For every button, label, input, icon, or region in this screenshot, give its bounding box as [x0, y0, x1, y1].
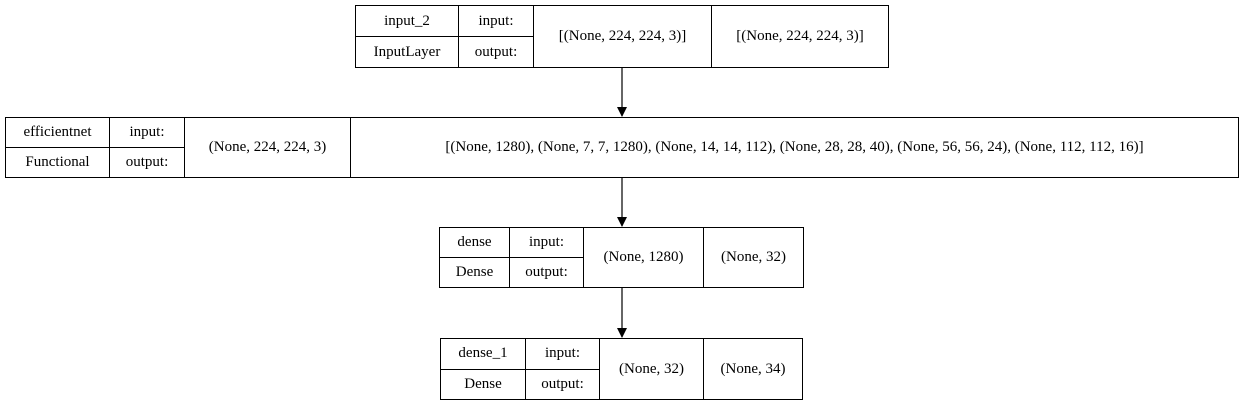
layer-node-dense-1: dense_1 Dense input: output: (None, 32) …: [440, 338, 803, 400]
input-shape: [(None, 224, 224, 3)]: [533, 6, 711, 67]
input-shape: (None, 1280): [583, 228, 703, 287]
input-label: input:: [129, 124, 165, 140]
layer-name: dense_1: [458, 345, 508, 362]
input-shape: (None, 32): [599, 339, 703, 399]
layer-name: efficientnet: [23, 124, 92, 140]
input-label: input:: [478, 12, 514, 29]
output-shape: [(None, 1280), (None, 7, 7, 1280), (None…: [350, 118, 1238, 177]
output-shape: (None, 34): [703, 339, 802, 399]
output-label: output:: [526, 368, 599, 400]
layer-type: Dense: [441, 368, 525, 400]
layer-name: input_2: [384, 12, 430, 29]
output-label: output:: [110, 147, 184, 177]
output-label: output:: [510, 257, 583, 287]
layer-type: Functional: [6, 147, 109, 177]
input-shape: (None, 224, 224, 3): [184, 118, 350, 177]
layer-node-dense: dense Dense input: output: (None, 1280) …: [439, 227, 804, 288]
input-label: input:: [528, 234, 564, 250]
input-label: input:: [544, 345, 580, 362]
layer-node-efficientnet: efficientnet Functional input: output: (…: [5, 117, 1239, 178]
layer-type: Dense: [440, 257, 509, 287]
output-label: output:: [459, 36, 533, 67]
output-shape: [(None, 224, 224, 3)]: [711, 6, 888, 67]
layer-name: dense: [457, 234, 492, 250]
output-shape: (None, 32): [703, 228, 803, 287]
layer-node-input-2: input_2 InputLayer input: output: [(None…: [355, 5, 889, 68]
layer-type: InputLayer: [356, 36, 458, 67]
